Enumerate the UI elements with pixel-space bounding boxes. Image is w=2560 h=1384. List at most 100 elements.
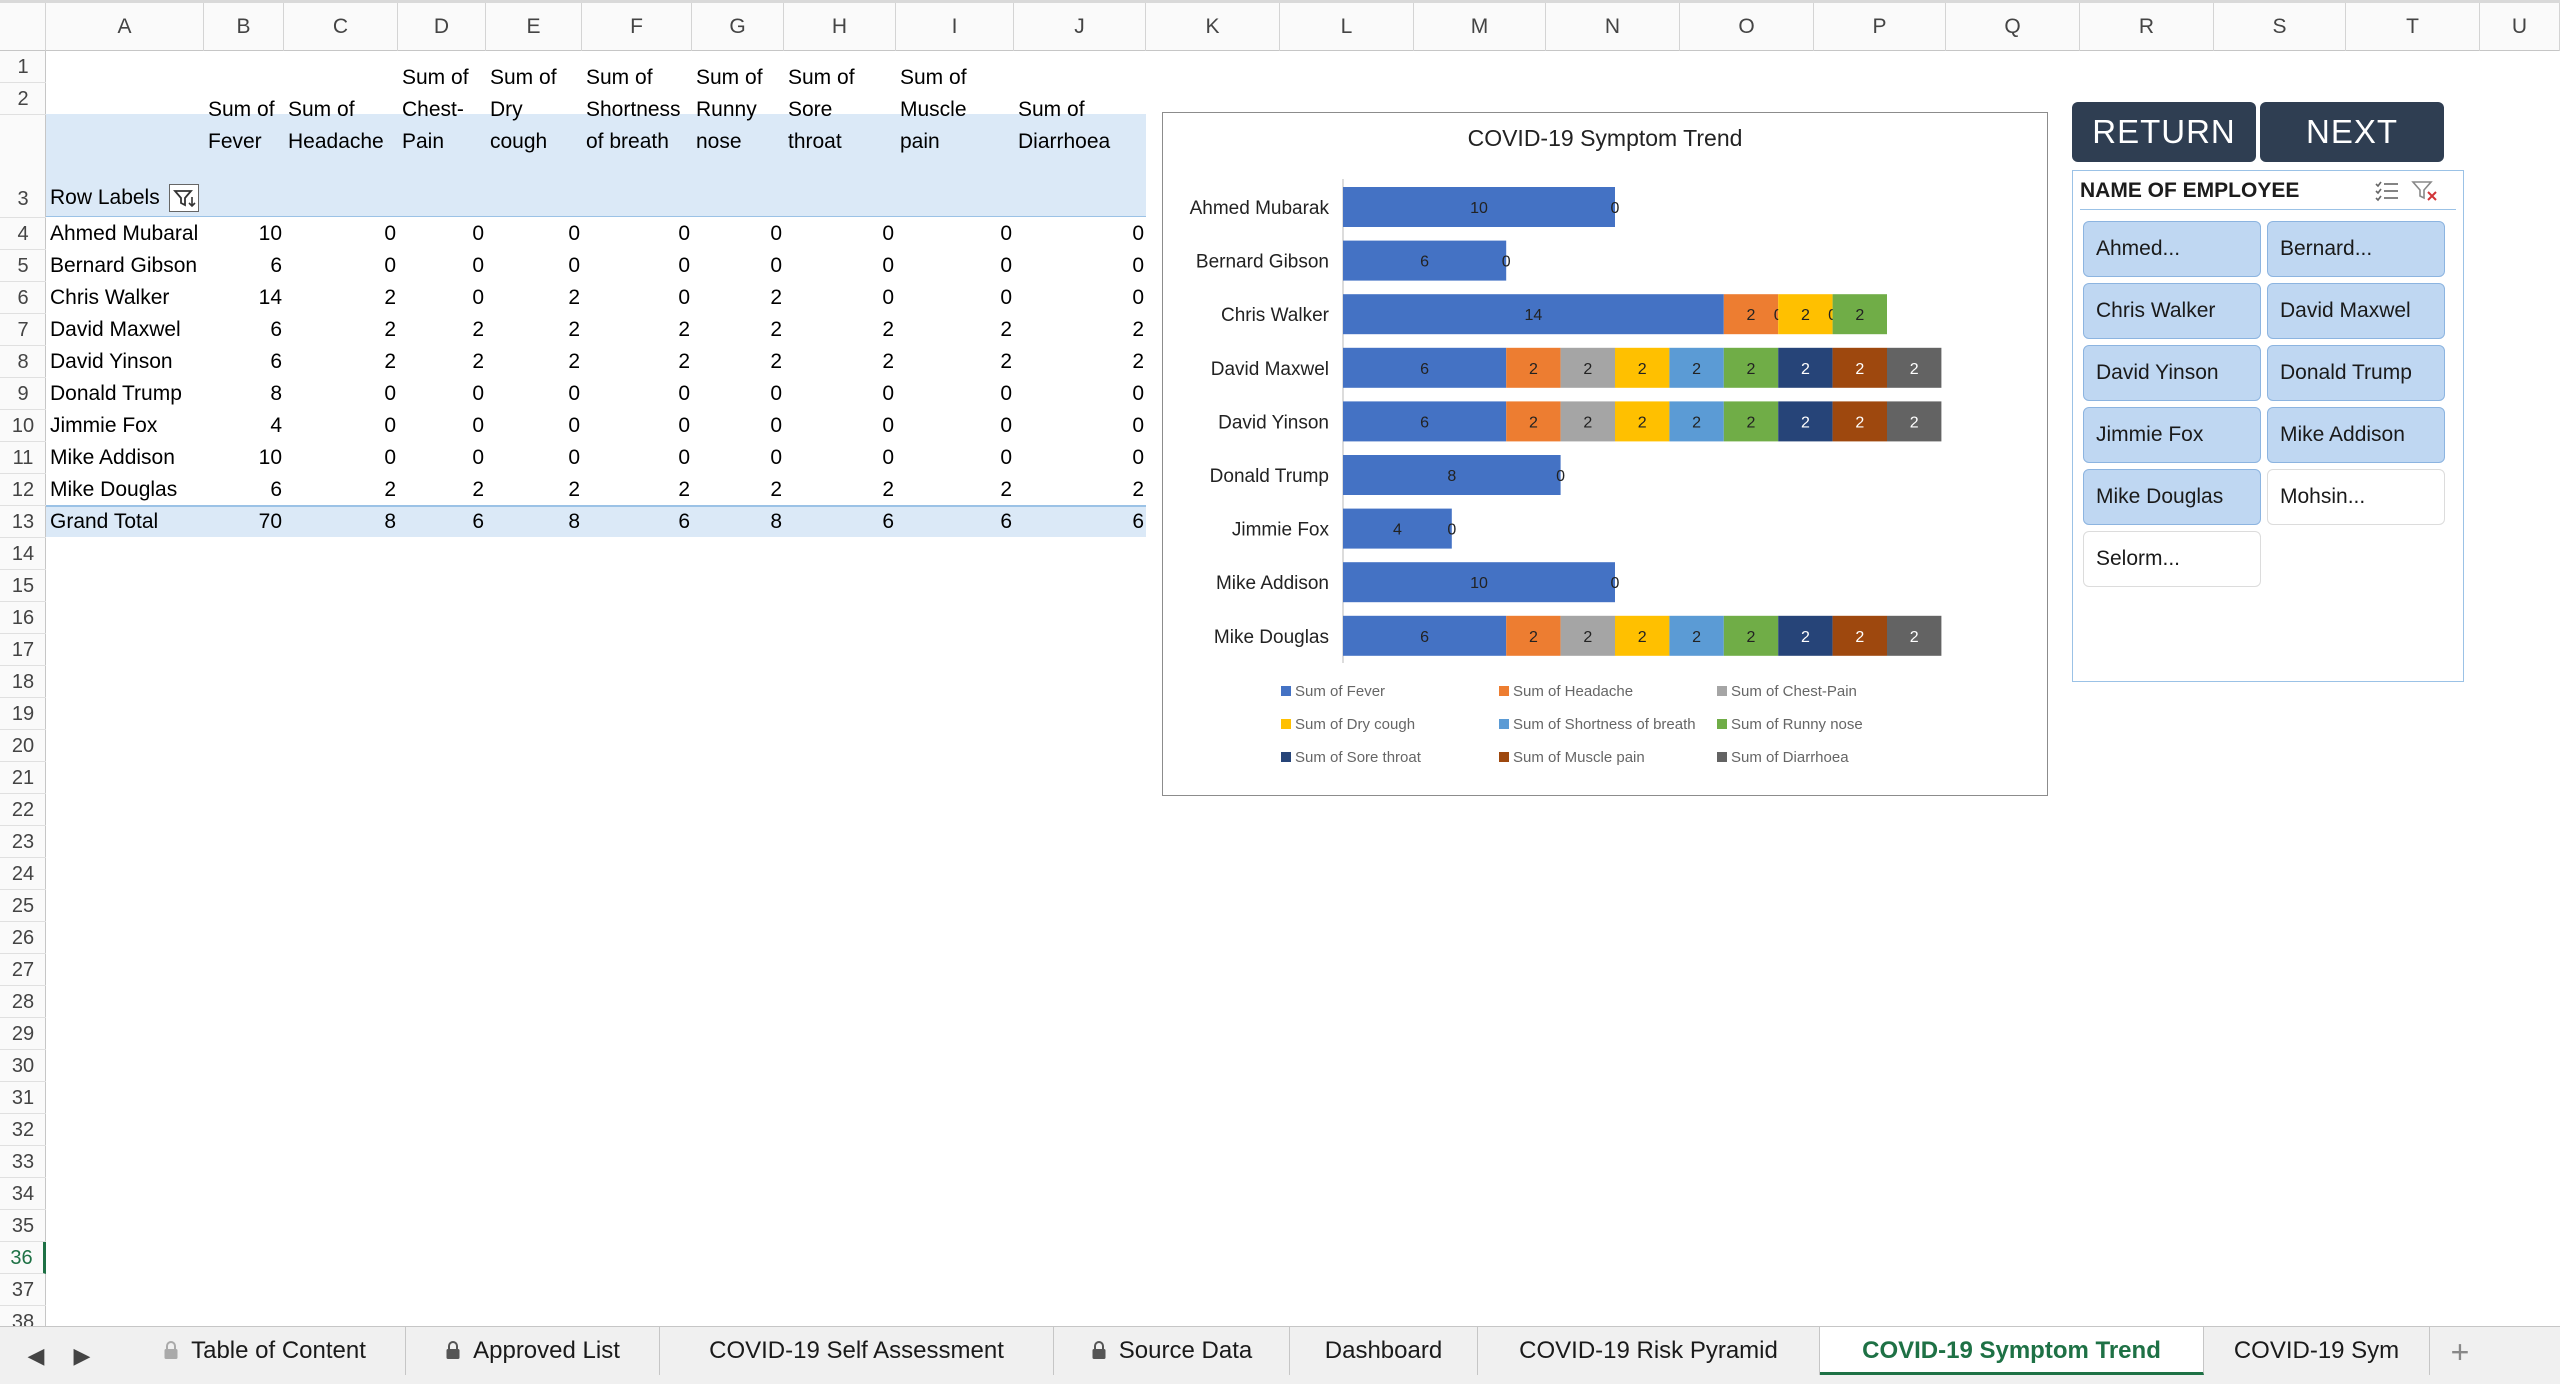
row-header-31[interactable]: 31 <box>0 1082 46 1114</box>
row-header-9[interactable]: 9 <box>0 378 46 410</box>
row-header-2[interactable]: 2 <box>0 83 46 115</box>
column-header-s[interactable]: S <box>2214 3 2346 51</box>
pivot-row-name[interactable]: David Maxwel <box>50 318 181 341</box>
row-header-3[interactable]: 3 <box>0 115 46 218</box>
pivot-value-cell[interactable]: 2 <box>384 350 396 373</box>
pivot-value-cell[interactable]: 0 <box>770 254 782 277</box>
pivot-value-cell[interactable]: 0 <box>384 446 396 469</box>
column-header-g[interactable]: G <box>692 3 784 51</box>
pivot-value-cell[interactable]: 0 <box>384 254 396 277</box>
pivot-value-cell[interactable]: 2 <box>1000 350 1012 373</box>
pivot-grand-total-value[interactable]: 6 <box>1132 510 1144 533</box>
pivot-grand-total-value[interactable]: 8 <box>568 510 580 533</box>
pivot-value-cell[interactable]: 0 <box>568 382 580 405</box>
column-header-u[interactable]: U <box>2480 3 2560 51</box>
pivot-value-cell[interactable]: 2 <box>472 478 484 501</box>
pivot-value-cell[interactable]: 0 <box>882 446 894 469</box>
pivot-grand-total-label[interactable]: Grand Total <box>50 510 159 533</box>
sheet-tab[interactable]: COVID-19 Self Assessment <box>660 1327 1054 1375</box>
pivot-column-header[interactable]: Sum of Shortness of breath <box>586 66 681 153</box>
sheet-tab[interactable]: COVID-19 Sym <box>2204 1327 2430 1375</box>
pivot-value-cell[interactable]: 2 <box>472 350 484 373</box>
row-header-37[interactable]: 37 <box>0 1274 46 1306</box>
return-button[interactable]: RETURN <box>2072 102 2256 162</box>
add-sheet-button[interactable]: + <box>2450 1334 2470 1370</box>
pivot-value-cell[interactable]: 6 <box>270 318 282 341</box>
slicer-item[interactable]: Donald Trump <box>2267 345 2445 401</box>
pivot-value-cell[interactable]: 0 <box>384 414 396 437</box>
pivot-value-cell[interactable]: 0 <box>678 414 690 437</box>
pivot-value-cell[interactable]: 2 <box>770 478 782 501</box>
pivot-value-cell[interactable]: 0 <box>678 254 690 277</box>
pivot-value-cell[interactable]: 0 <box>770 446 782 469</box>
slicer-item[interactable]: Bernard... <box>2267 221 2445 277</box>
pivot-value-cell[interactable]: 0 <box>384 382 396 405</box>
pivot-value-cell[interactable]: 2 <box>1132 350 1144 373</box>
column-header-o[interactable]: O <box>1680 3 1814 51</box>
pivot-value-cell[interactable]: 0 <box>1000 446 1012 469</box>
pivot-value-cell[interactable]: 2 <box>384 318 396 341</box>
pivot-value-cell[interactable]: 0 <box>1132 382 1144 405</box>
slicer-item[interactable]: Mohsin... <box>2267 469 2445 525</box>
prev-sheet-arrow[interactable]: ◀ <box>27 1343 45 1368</box>
pivot-value-cell[interactable]: 0 <box>1000 286 1012 309</box>
pivot-value-cell[interactable]: 2 <box>770 318 782 341</box>
column-header-h[interactable]: H <box>784 3 896 51</box>
pivot-column-header[interactable]: Sum of Headache <box>288 98 384 153</box>
slicer-item[interactable]: Chris Walker <box>2083 283 2261 339</box>
slicer-item[interactable]: Jimmie Fox <box>2083 407 2261 463</box>
next-sheet-arrow[interactable]: ▶ <box>73 1343 91 1368</box>
pivot-value-cell[interactable]: 0 <box>882 254 894 277</box>
row-header-1[interactable]: 1 <box>0 51 46 83</box>
pivot-grand-total-value[interactable]: 70 <box>258 510 282 533</box>
clear-filter-icon[interactable] <box>2411 179 2439 203</box>
column-header-m[interactable]: M <box>1414 3 1546 51</box>
column-header-b[interactable]: B <box>204 3 284 51</box>
row-header-28[interactable]: 28 <box>0 986 46 1018</box>
row-header-8[interactable]: 8 <box>0 346 46 378</box>
pivot-value-cell[interactable]: 0 <box>678 382 690 405</box>
pivot-value-cell[interactable]: 0 <box>1132 222 1144 245</box>
row-header-23[interactable]: 23 <box>0 826 46 858</box>
pivot-grand-total-value[interactable]: 6 <box>882 510 894 533</box>
symptom-trend-chart[interactable]: COVID-19 Symptom Trend Ahmed Mubarak 10 0 B… <box>1162 112 2048 796</box>
pivot-value-cell[interactable]: 2 <box>678 318 690 341</box>
pivot-column-header[interactable]: Sum of Muscle pain <box>900 66 967 153</box>
pivot-value-cell[interactable]: 8 <box>270 382 282 405</box>
pivot-value-cell[interactable]: 0 <box>1000 222 1012 245</box>
column-header-a[interactable]: A <box>46 3 204 51</box>
row-header-16[interactable]: 16 <box>0 602 46 634</box>
row-header-26[interactable]: 26 <box>0 922 46 954</box>
pivot-value-cell[interactable]: 2 <box>770 350 782 373</box>
pivot-value-cell[interactable]: 2 <box>770 286 782 309</box>
pivot-column-header[interactable]: Sum of Chest- Pain <box>402 66 469 153</box>
pivot-row-name[interactable]: David Yinson <box>50 350 173 373</box>
pivot-value-cell[interactable]: 6 <box>270 478 282 501</box>
pivot-column-header[interactable]: Sum of Sore throat <box>788 66 855 153</box>
pivot-value-cell[interactable]: 0 <box>1132 286 1144 309</box>
pivot-row-name[interactable]: Jimmie Fox <box>50 414 158 437</box>
pivot-column-header[interactable]: Sum of Dry cough <box>490 66 557 153</box>
row-header-38[interactable]: 38 <box>0 1306 46 1326</box>
sheet-tab[interactable]: COVID-19 Risk Pyramid <box>1478 1327 1820 1375</box>
row-header-27[interactable]: 27 <box>0 954 46 986</box>
pivot-value-cell[interactable]: 0 <box>472 286 484 309</box>
pivot-value-cell[interactable]: 4 <box>270 414 282 437</box>
pivot-value-cell[interactable]: 0 <box>770 382 782 405</box>
column-header-f[interactable]: F <box>582 3 692 51</box>
pivot-value-cell[interactable]: 0 <box>568 222 580 245</box>
pivot-value-cell[interactable]: 2 <box>568 318 580 341</box>
pivot-value-cell[interactable]: 2 <box>678 350 690 373</box>
row-header-36[interactable]: 36 <box>0 1242 46 1274</box>
pivot-value-cell[interactable]: 2 <box>384 286 396 309</box>
pivot-value-cell[interactable]: 0 <box>1000 382 1012 405</box>
pivot-column-header[interactable]: Sum of Fever <box>208 98 275 153</box>
row-header-35[interactable]: 35 <box>0 1210 46 1242</box>
pivot-value-cell[interactable]: 0 <box>882 382 894 405</box>
pivot-value-cell[interactable]: 14 <box>258 286 282 309</box>
column-header-n[interactable]: N <box>1546 3 1680 51</box>
row-header-15[interactable]: 15 <box>0 570 46 602</box>
column-header-d[interactable]: D <box>398 3 486 51</box>
multi-select-icon[interactable] <box>2373 179 2401 203</box>
